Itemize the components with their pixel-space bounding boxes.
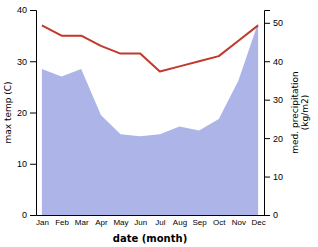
chart: Jan Feb Mar Apr May Jun Jul Aug Sep Oct Nov Dec 0 10 2… bbox=[0, 0, 318, 247]
y-tick: 20 bbox=[17, 108, 36, 118]
y2-tick: 40 bbox=[264, 57, 283, 67]
y-tick: 10 bbox=[17, 159, 36, 169]
y2-axis-title: med. precipitation(kg/m2) bbox=[290, 71, 310, 153]
x-tick-label: Sep bbox=[193, 218, 208, 227]
y2-tick: 10 bbox=[264, 172, 283, 182]
x-tick-label: Jul bbox=[155, 218, 165, 227]
x-axis: Jan Feb Mar Apr May Jun Jul Aug Sep Oct Nov Dec bbox=[36, 215, 266, 227]
y-tick-label: 0 bbox=[22, 210, 27, 220]
y2-tick-label: 20 bbox=[273, 134, 283, 144]
y-tick-label: 20 bbox=[17, 108, 27, 118]
y2-tick-mark bbox=[264, 177, 270, 178]
y-tick-mark bbox=[30, 10, 36, 11]
x-tick: Sep bbox=[193, 215, 208, 227]
x-tick-label: Mar bbox=[75, 218, 89, 227]
x-tick-label: Jun bbox=[134, 218, 147, 227]
y-axis: 0 10 20 30 40 bbox=[17, 5, 37, 220]
y-tick-label: 40 bbox=[17, 5, 27, 15]
y-axis-line bbox=[30, 11, 37, 216]
y2-tick: 20 bbox=[264, 134, 283, 144]
x-tick: Dec bbox=[251, 215, 265, 227]
y2-tick: 30 bbox=[264, 95, 283, 105]
x-tick: Aug bbox=[173, 215, 187, 227]
y-tick: 30 bbox=[17, 57, 36, 67]
y-tick: 40 bbox=[17, 5, 36, 15]
x-tick-label: Apr bbox=[95, 218, 108, 227]
y2-tick-mark bbox=[264, 61, 270, 62]
y2-axis-line bbox=[265, 11, 271, 216]
x-tick-label: Nov bbox=[232, 218, 246, 227]
x-tick: Nov bbox=[232, 215, 246, 227]
y2-axis: 0 10 20 30 40 50 bbox=[264, 11, 283, 221]
precipitation-area bbox=[42, 23, 258, 215]
y2-tick: 0 bbox=[264, 210, 278, 220]
x-tick: Feb bbox=[55, 215, 69, 227]
y-axis-title: max temp (C) bbox=[3, 81, 13, 143]
x-tick: Mar bbox=[75, 215, 89, 227]
y2-tick-mark bbox=[264, 138, 270, 139]
y2-axis-title-line: (kg/m2) bbox=[300, 95, 310, 130]
x-tick: Jun bbox=[134, 215, 147, 227]
x-tick-label: Dec bbox=[251, 218, 265, 227]
plot-area bbox=[42, 23, 258, 215]
x-tick-label: Jan bbox=[36, 218, 49, 227]
y2-tick-label: 0 bbox=[273, 210, 278, 220]
y-tick-mark bbox=[30, 164, 36, 165]
y2-axis-title-line: med. precipitation bbox=[290, 71, 300, 153]
x-tick: Jan bbox=[36, 215, 49, 227]
y-tick: 0 bbox=[22, 210, 36, 220]
x-tick: Jul bbox=[155, 215, 165, 227]
y2-tick-label: 40 bbox=[273, 57, 283, 67]
y-tick-mark bbox=[30, 113, 36, 114]
y2-tick-label: 50 bbox=[273, 18, 283, 28]
x-tick-label: May bbox=[113, 218, 128, 227]
y-tick-label: 10 bbox=[17, 159, 27, 169]
y-tick-label: 30 bbox=[17, 57, 27, 67]
x-tick-label: Oct bbox=[213, 218, 226, 227]
temperature-line bbox=[42, 25, 258, 71]
y2-tick: 50 bbox=[264, 18, 283, 28]
y2-tick-mark bbox=[264, 23, 270, 24]
x-tick: Oct bbox=[213, 215, 226, 227]
x-tick-label: Aug bbox=[173, 218, 187, 227]
x-tick: Apr bbox=[95, 215, 108, 227]
x-axis-line bbox=[37, 215, 265, 216]
x-tick-label: Feb bbox=[55, 218, 69, 227]
x-axis-title: date (month) bbox=[113, 233, 187, 244]
y2-tick-mark bbox=[264, 215, 270, 216]
y-tick-mark bbox=[30, 215, 36, 216]
y2-tick-label: 30 bbox=[273, 95, 283, 105]
y2-tick-label: 10 bbox=[273, 172, 283, 182]
x-tick: May bbox=[113, 215, 128, 227]
y2-tick-mark bbox=[264, 100, 270, 101]
y-tick-mark bbox=[30, 61, 36, 62]
